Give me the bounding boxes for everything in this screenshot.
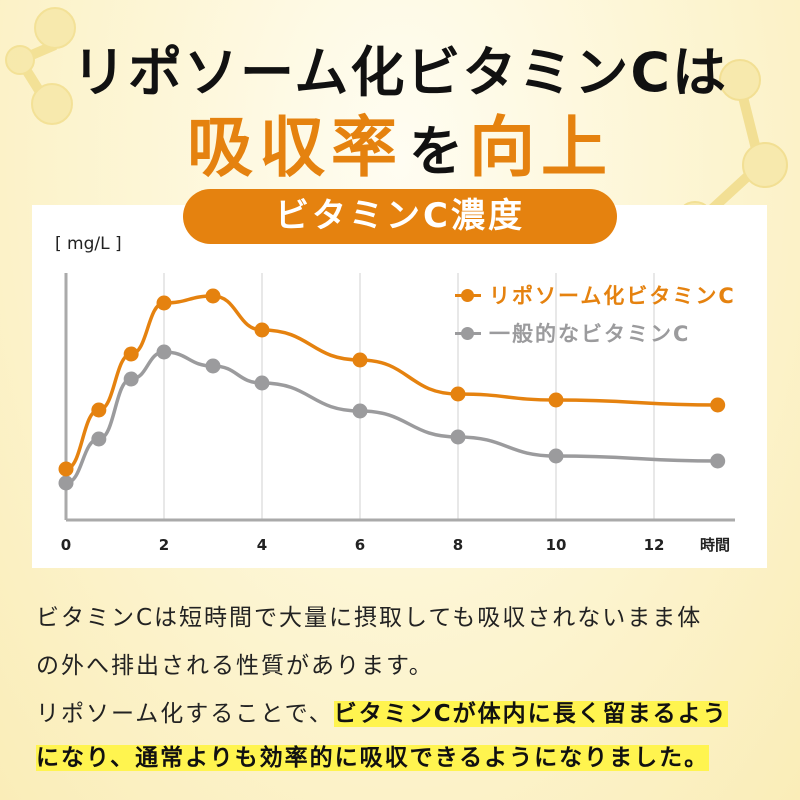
- description-line3: リポソーム化することで、ビタミンCが体内に長く留まるよう: [36, 694, 776, 728]
- legend-marker-gray-icon: [455, 327, 481, 340]
- data-point: [254, 322, 270, 338]
- data-point: [450, 386, 466, 402]
- headline-absorption-rate: 吸収率: [187, 109, 403, 186]
- data-point: [58, 475, 74, 491]
- legend-marker-orange-icon: [455, 289, 481, 302]
- description-line4: になり、通常よりも効率的に吸収できるようになりました。: [36, 738, 776, 772]
- y-axis-unit-label: [ mg/L ]: [55, 234, 122, 254]
- data-point: [123, 371, 139, 387]
- legend-label-liposome: リポソーム化ビタミンC: [489, 284, 736, 308]
- x-tick-label: 12: [644, 536, 665, 554]
- description-line2: の外へ排出される性質があります。: [36, 653, 434, 679]
- legend-label-regular: 一般的なビタミンC: [489, 322, 691, 346]
- data-point: [352, 403, 368, 419]
- line-chart: 0 2 4 6 8 10 12 時間: [58, 273, 735, 554]
- x-tick-label: 10: [546, 536, 567, 554]
- data-point: [548, 392, 564, 408]
- data-point: [156, 344, 172, 360]
- data-point: [450, 429, 466, 445]
- chart-panel: [32, 205, 767, 568]
- x-tick-label: 2: [159, 536, 169, 554]
- x-tick-label: 8: [453, 536, 463, 554]
- description-highlight-1: ビタミンCが体内に長く留まるよう: [333, 701, 728, 727]
- x-tick-label: 4: [257, 536, 267, 554]
- headline-improve: 向上: [469, 109, 613, 186]
- data-point: [91, 402, 107, 418]
- data-point: [205, 288, 221, 304]
- headline-line1: リポソーム化ビタミンCは: [71, 41, 728, 104]
- data-point: [91, 431, 107, 447]
- data-point: [123, 346, 139, 362]
- data-point: [58, 461, 74, 477]
- data-point: [156, 295, 172, 311]
- description-highlight-2: になり、通常よりも効率的に吸収できるようになりました。: [36, 745, 710, 771]
- x-axis-unit-label: 時間: [700, 536, 730, 554]
- headline-line2: 吸収率 を向上: [0, 94, 800, 190]
- legend-item-liposome: リポソーム化ビタミンC: [455, 280, 736, 310]
- description-line3-plain: リポソーム化することで、: [36, 701, 334, 727]
- data-point: [254, 375, 270, 391]
- chart-title-badge: ビタミンC濃度: [183, 189, 617, 244]
- x-tick-label: 6: [355, 536, 365, 554]
- description-line1: ビタミンCは短時間で大量に摂取しても吸収されないまま体: [36, 605, 703, 631]
- data-point: [352, 352, 368, 368]
- data-point: [710, 453, 726, 469]
- data-point: [548, 448, 564, 464]
- data-point: [205, 358, 221, 374]
- data-point: [710, 397, 726, 413]
- headline-particle: を: [409, 120, 463, 183]
- legend-item-regular: 一般的なビタミンC: [455, 318, 690, 348]
- x-tick-label: 0: [61, 536, 71, 554]
